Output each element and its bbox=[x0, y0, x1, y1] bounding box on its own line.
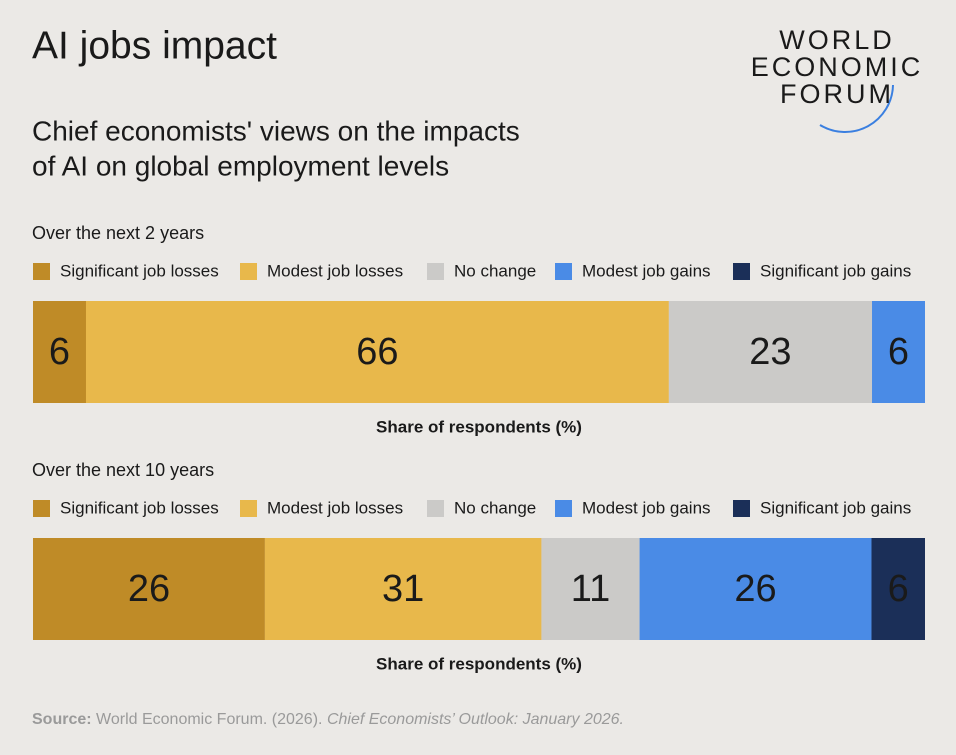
legend-label: Significant job losses bbox=[60, 498, 219, 517]
legend-swatch bbox=[555, 263, 572, 280]
legend-swatch bbox=[733, 263, 750, 280]
bar-segment bbox=[872, 301, 925, 403]
logo-arc bbox=[819, 84, 894, 134]
legend-swatch bbox=[33, 500, 50, 517]
bar-segment bbox=[85, 301, 669, 403]
bar-segment bbox=[264, 538, 542, 640]
data-label: 6 bbox=[888, 331, 909, 373]
data-label: 66 bbox=[356, 331, 398, 373]
title: AI jobs impact bbox=[32, 24, 277, 67]
legend-label: Modest job gains bbox=[582, 261, 711, 280]
subtitle: Chief economists' views on the impacts bbox=[32, 115, 520, 146]
bar-segment bbox=[33, 538, 265, 640]
bar-segment bbox=[541, 538, 640, 640]
data-label: 26 bbox=[128, 568, 170, 610]
bar-segment bbox=[639, 538, 872, 640]
source-label: Source: bbox=[32, 711, 92, 728]
data-label: 31 bbox=[382, 568, 424, 610]
panel-title: Over the next 10 years bbox=[32, 460, 214, 480]
legend-label: Modest job losses bbox=[267, 261, 403, 280]
bar-segment bbox=[871, 538, 925, 640]
data-label: 6 bbox=[49, 331, 70, 373]
legend-label: Significant job gains bbox=[760, 261, 911, 280]
legend-swatch bbox=[33, 263, 50, 280]
logo-text: WORLD bbox=[779, 25, 895, 55]
x-axis-label: Share of respondents (%) bbox=[376, 417, 582, 436]
legend-swatch bbox=[427, 263, 444, 280]
bar-segment bbox=[668, 301, 873, 403]
data-label: 26 bbox=[734, 568, 776, 610]
legend-swatch bbox=[427, 500, 444, 517]
source: Source: World Economic Forum. (2026). Ch… bbox=[32, 711, 624, 728]
source-publication: Chief Economists’ Outlook: January 2026. bbox=[327, 711, 624, 728]
panel-title: Over the next 2 years bbox=[32, 223, 204, 243]
legend-label: Modest job gains bbox=[582, 498, 711, 517]
data-label: 6 bbox=[888, 568, 909, 610]
legend-swatch bbox=[240, 500, 257, 517]
legend-label: No change bbox=[454, 261, 536, 280]
logo-text: ECONOMIC bbox=[751, 52, 924, 82]
legend-swatch bbox=[240, 263, 257, 280]
legend-label: Modest job losses bbox=[267, 498, 403, 517]
legend-label: No change bbox=[454, 498, 536, 517]
x-axis-label: Share of respondents (%) bbox=[376, 654, 582, 673]
legend-swatch bbox=[733, 500, 750, 517]
data-label: 23 bbox=[749, 331, 791, 373]
logo: WORLD ECONOMIC FORUM bbox=[751, 25, 924, 134]
source-text: World Economic Forum. (2026). bbox=[96, 711, 322, 728]
data-label: 11 bbox=[571, 568, 610, 610]
subtitle: of AI on global employment levels bbox=[32, 150, 449, 181]
legend-label: Significant job losses bbox=[60, 261, 219, 280]
legend-label: Significant job gains bbox=[760, 498, 911, 517]
bar-segment bbox=[33, 301, 86, 403]
legend-swatch bbox=[555, 500, 572, 517]
logo-text: FORUM bbox=[780, 79, 894, 109]
